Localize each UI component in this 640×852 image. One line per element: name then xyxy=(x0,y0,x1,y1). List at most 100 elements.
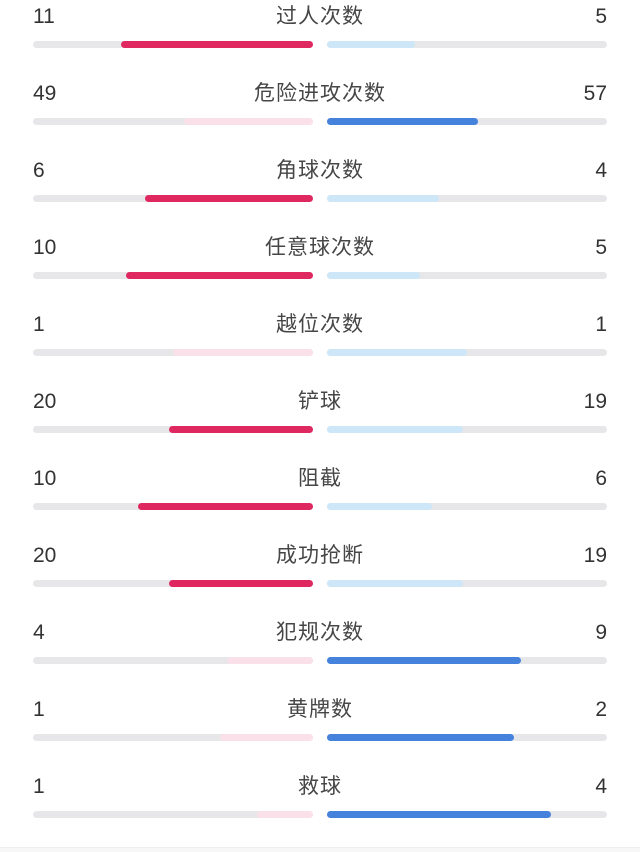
home-bar-track xyxy=(33,349,313,356)
home-bar-track xyxy=(33,657,313,664)
home-bar-fill xyxy=(138,503,313,510)
stat-row-header: 20 成功抢断 19 xyxy=(33,539,607,574)
home-bar-track xyxy=(33,503,313,510)
home-bar-fill xyxy=(145,195,313,202)
stat-row-header: 49 危险进攻次数 57 xyxy=(33,77,607,112)
away-bar-fill xyxy=(327,349,467,356)
stat-row: 11 过人次数 5 xyxy=(0,0,640,77)
away-value: 19 xyxy=(583,390,607,413)
away-value: 5 xyxy=(595,5,607,28)
away-value: 5 xyxy=(595,236,607,259)
home-value: 6 xyxy=(33,159,45,182)
away-value: 4 xyxy=(595,159,607,182)
stat-label: 成功抢断 xyxy=(276,544,364,567)
home-bar-fill xyxy=(226,657,313,664)
stat-bars xyxy=(33,734,607,741)
stat-label: 阻截 xyxy=(298,467,342,490)
stat-row-header: 6 角球次数 4 xyxy=(33,154,607,189)
home-bar-track xyxy=(33,811,313,818)
stat-label: 铲球 xyxy=(298,390,342,413)
stat-label: 救球 xyxy=(298,775,342,798)
away-bar-track xyxy=(327,195,607,202)
stat-row: 10 阻截 6 xyxy=(0,462,640,539)
away-bar-fill xyxy=(327,657,521,664)
home-bar-fill xyxy=(169,426,313,433)
away-bar-fill xyxy=(327,41,415,48)
home-bar-fill xyxy=(219,734,313,741)
stat-bars xyxy=(33,195,607,202)
home-bar-fill xyxy=(257,811,313,818)
stat-label: 黄牌数 xyxy=(287,698,353,721)
away-value: 4 xyxy=(595,775,607,798)
away-bar-fill xyxy=(327,272,421,279)
section-divider xyxy=(0,847,640,852)
stat-row: 49 危险进攻次数 57 xyxy=(0,77,640,154)
home-value: 49 xyxy=(33,82,57,105)
away-bar-fill xyxy=(327,118,478,125)
home-bar-track xyxy=(33,734,313,741)
stat-row: 1 越位次数 1 xyxy=(0,308,640,385)
stat-row-header: 10 阻截 6 xyxy=(33,462,607,497)
home-value: 10 xyxy=(33,467,57,490)
away-bar-fill xyxy=(327,811,551,818)
stat-row: 1 救球 4 xyxy=(0,770,640,847)
away-bar-track xyxy=(327,41,607,48)
stat-bars xyxy=(33,118,607,125)
home-value: 1 xyxy=(33,698,45,721)
stat-row-header: 1 黄牌数 2 xyxy=(33,693,607,728)
stat-label: 角球次数 xyxy=(276,159,364,182)
stat-row: 4 犯规次数 9 xyxy=(0,616,640,693)
stat-row-header: 10 任意球次数 5 xyxy=(33,231,607,266)
away-value: 6 xyxy=(595,467,607,490)
away-value: 1 xyxy=(595,313,607,336)
home-bar-fill xyxy=(120,41,313,48)
home-bar-track xyxy=(33,195,313,202)
home-bar-fill xyxy=(183,118,313,125)
away-bar-track xyxy=(327,503,607,510)
away-bar-track xyxy=(327,272,607,279)
away-value: 57 xyxy=(583,82,607,105)
stat-bars xyxy=(33,811,607,818)
home-value: 4 xyxy=(33,621,45,644)
away-bar-track xyxy=(327,349,607,356)
home-value: 11 xyxy=(33,5,55,28)
away-value: 9 xyxy=(595,621,607,644)
stat-label: 过人次数 xyxy=(276,5,364,28)
stat-row-header: 4 犯规次数 9 xyxy=(33,616,607,651)
stat-row-header: 1 越位次数 1 xyxy=(33,308,607,343)
stat-bars xyxy=(33,272,607,279)
home-bar-track xyxy=(33,580,313,587)
home-bar-track xyxy=(33,272,313,279)
away-value: 2 xyxy=(595,698,607,721)
home-value: 20 xyxy=(33,390,57,413)
stat-row: 20 成功抢断 19 xyxy=(0,539,640,616)
stat-label: 任意球次数 xyxy=(265,236,375,259)
stat-row: 20 铲球 19 xyxy=(0,385,640,462)
stat-bars xyxy=(33,580,607,587)
away-bar-fill xyxy=(327,195,439,202)
stat-row: 1 黄牌数 2 xyxy=(0,693,640,770)
away-bar-track xyxy=(327,426,607,433)
home-value: 10 xyxy=(33,236,57,259)
away-bar-fill xyxy=(327,734,514,741)
stat-label: 越位次数 xyxy=(276,313,364,336)
stat-row-header: 1 救球 4 xyxy=(33,770,607,805)
stat-bars xyxy=(33,41,607,48)
away-value: 19 xyxy=(583,544,607,567)
away-bar-track xyxy=(327,657,607,664)
home-bar-track xyxy=(33,41,313,48)
home-bar-fill xyxy=(173,349,313,356)
away-bar-track xyxy=(327,811,607,818)
away-bar-fill xyxy=(327,580,464,587)
stat-bars xyxy=(33,657,607,664)
home-value: 20 xyxy=(33,544,57,567)
home-bar-track xyxy=(33,426,313,433)
home-bar-fill xyxy=(126,272,313,279)
home-value: 1 xyxy=(33,775,45,798)
away-bar-fill xyxy=(327,503,432,510)
home-bar-track xyxy=(33,118,313,125)
stat-bars xyxy=(33,426,607,433)
stat-label: 危险进攻次数 xyxy=(254,82,386,105)
away-bar-track xyxy=(327,118,607,125)
